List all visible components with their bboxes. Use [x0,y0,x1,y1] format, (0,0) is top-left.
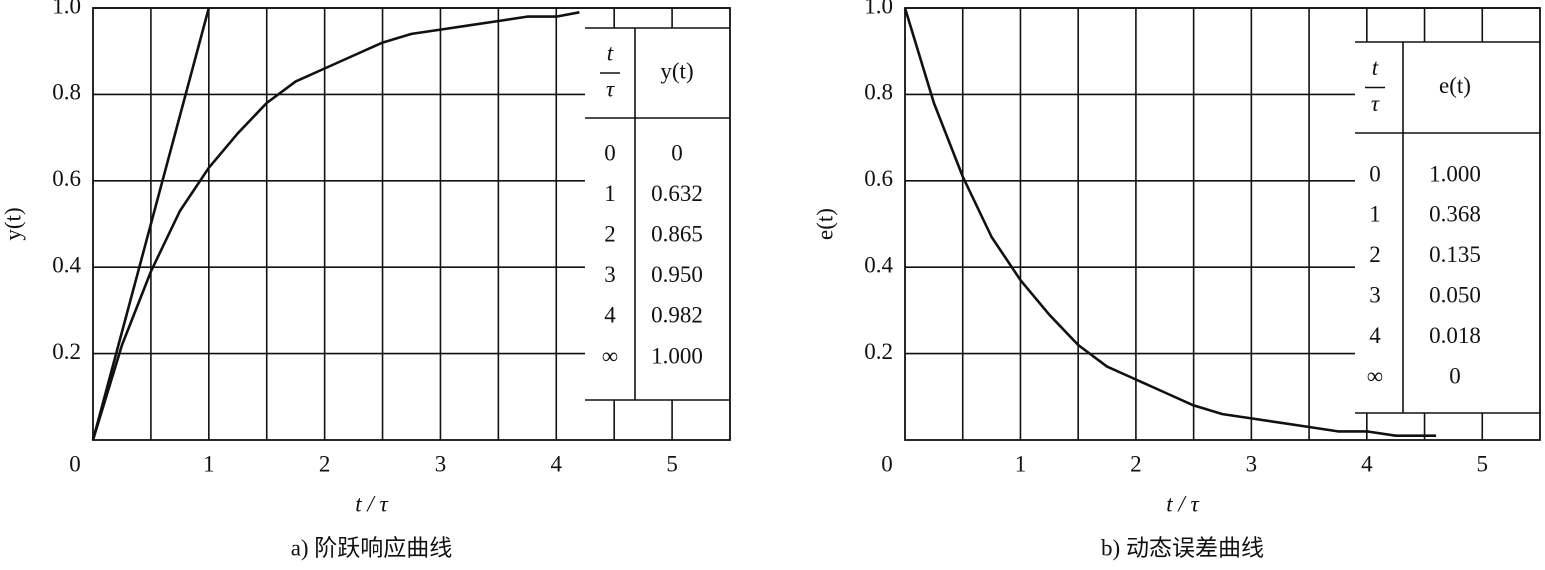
table-cell: 0.632 [651,181,703,206]
y-tick-label: 0.4 [864,252,893,277]
table-cell: 0.368 [1429,202,1481,227]
x-tick-label: 1 [1015,451,1027,476]
x-tick-label: 4 [551,451,563,476]
table-cell: 3 [604,262,616,287]
table-cell: 0 [604,140,616,165]
table-cell: 0 [671,140,683,165]
y-axis-label: y(t) [0,207,25,240]
table-cell: 0.135 [1429,242,1481,267]
y-tick-label: 0.6 [864,166,893,191]
table-background [585,28,730,400]
table-cell: 4 [1369,323,1381,348]
y-tick-label: 0.4 [52,252,81,277]
x-axis-label: t / τ [1166,491,1199,516]
table-cell: 2 [604,221,616,246]
y-tick-label: 1.0 [864,0,893,18]
table-cell: ∞ [1367,363,1383,388]
y-tick-label: 0.8 [52,80,81,105]
table-cell: 1.000 [1429,161,1481,186]
caption: a) 阶跃响应曲线 [291,535,453,560]
x-tick-label: 0 [881,451,893,476]
x-tick-label: 4 [1361,451,1373,476]
x-tick-label: 5 [666,451,678,476]
x-tick-label: 2 [319,451,331,476]
table-header: t [1372,55,1379,80]
x-axis-label: t / τ [355,491,388,516]
x-tick-label: 1 [203,451,215,476]
table-cell: 2 [1369,242,1381,267]
plot-frame [92,7,731,441]
table-header: y(t) [660,58,693,83]
table-cell: 0.018 [1429,323,1481,348]
table-cell: 3 [1369,282,1381,307]
x-tick-label: 0 [69,451,81,476]
x-tick-label: 3 [435,451,447,476]
y-tick-label: 0.2 [864,339,893,364]
table-cell: 1 [1369,202,1381,227]
y-tick-label: 0.6 [52,166,81,191]
y-tick-label: 1.0 [52,0,81,18]
table-header: t [607,40,614,65]
table-header: e(t) [1439,73,1471,98]
x-tick-label: 3 [1246,451,1258,476]
table-header: τ [606,76,615,101]
x-tick-label: 5 [1477,451,1489,476]
caption: b) 动态误差曲线 [1101,535,1264,560]
y-axis-label: e(t) [812,208,837,240]
table-cell: 0 [1369,161,1381,186]
curve [903,7,1437,437]
table-background [1355,42,1540,413]
table-cell: 0.050 [1429,282,1481,307]
curve [91,11,580,441]
table-header: τ [1371,91,1380,116]
table-cell: 1.000 [651,343,703,368]
table-cell: 0.950 [651,262,703,287]
plot-frame [904,7,1541,441]
curve [91,7,211,441]
table-cell: 1 [604,181,616,206]
table-cell: 0.982 [651,303,703,328]
y-tick-label: 0.8 [864,80,893,105]
table-cell: 0 [1449,363,1461,388]
y-tick-label: 0.2 [52,339,81,364]
x-tick-label: 2 [1130,451,1142,476]
table-cell: 4 [604,303,616,328]
table-cell: ∞ [602,343,618,368]
table-cell: 0.865 [651,221,703,246]
